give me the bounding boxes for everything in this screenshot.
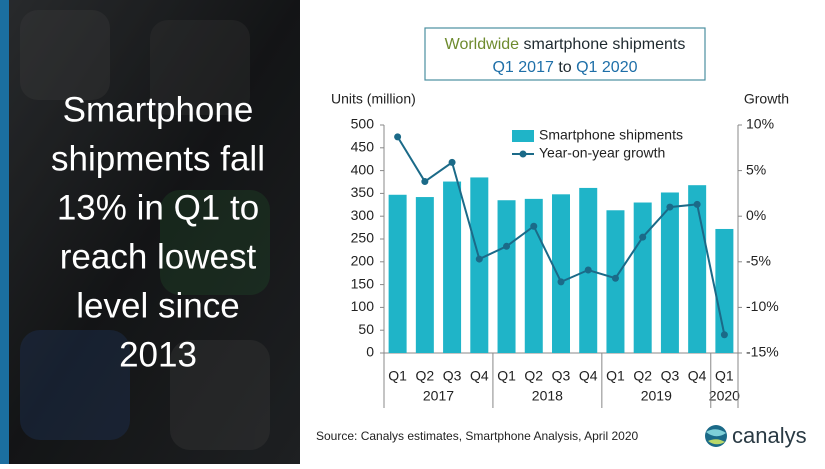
year-label: 2017	[423, 388, 454, 404]
growth-point	[720, 331, 728, 339]
headline-line: 2013	[119, 335, 197, 374]
photo-shapes	[20, 10, 270, 450]
bar	[688, 185, 707, 353]
x-tick-label: Q1	[388, 368, 407, 384]
accent-stripe	[0, 0, 9, 464]
growth-point	[448, 158, 456, 166]
chart-title: Q1 2017 to Q1 2020	[492, 59, 637, 76]
headline-line: 13% in Q1 to	[57, 188, 259, 227]
year-label: 2020	[709, 388, 740, 404]
growth-point	[421, 178, 429, 186]
bar	[415, 197, 434, 353]
photo-panel	[0, 0, 300, 464]
y-tick-label: 0	[366, 344, 374, 360]
y2-axis-label: Growth	[744, 91, 789, 107]
title-segment: to	[554, 59, 576, 76]
growth-point	[394, 133, 402, 141]
y-tick-label: 450	[351, 139, 375, 155]
growth-point	[693, 200, 701, 208]
bar	[443, 181, 462, 353]
growth-point	[530, 222, 538, 230]
y-tick-label: 150	[351, 275, 375, 291]
headline-line: reach lowest	[60, 237, 257, 276]
x-tick-label: Q3	[661, 368, 680, 384]
x-tick-label: Q3	[443, 368, 462, 384]
bar	[470, 177, 489, 353]
headline-line: level since	[76, 286, 239, 325]
legend-label: Smartphone shipments	[539, 127, 683, 143]
year-label: 2019	[641, 388, 672, 404]
y2-tick-label: 5%	[746, 161, 766, 177]
growth-point	[475, 255, 483, 263]
y-tick-label: 50	[358, 321, 374, 337]
bar	[388, 194, 407, 353]
logo-mark	[705, 425, 727, 447]
y2-tick-label: -5%	[746, 253, 771, 269]
y-tick-label: 350	[351, 184, 375, 200]
x-tick-label: Q2	[633, 368, 652, 384]
headline-line: Smartphone	[63, 90, 254, 129]
legend-point	[519, 150, 527, 158]
bar	[524, 198, 543, 353]
growth-point	[611, 274, 619, 282]
growth-point	[503, 242, 511, 250]
y2-tick-label: -10%	[746, 298, 779, 314]
y-tick-label: 500	[351, 116, 375, 132]
bar	[633, 202, 652, 353]
y-axis-label: Units (million)	[331, 91, 416, 107]
x-tick-label: Q4	[579, 368, 598, 384]
bar	[497, 200, 516, 353]
title-segment: Q1 2017	[492, 59, 553, 76]
x-tick-label: Q4	[688, 368, 707, 384]
y2-tick-label: 10%	[746, 116, 774, 132]
y-tick-label: 200	[351, 253, 375, 269]
y-tick-label: 100	[351, 298, 375, 314]
y-tick-label: 300	[351, 207, 375, 223]
y-tick-label: 400	[351, 161, 375, 177]
x-tick-label: Q1	[606, 368, 625, 384]
growth-point	[666, 203, 674, 211]
x-tick-label: Q1	[497, 368, 516, 384]
growth-point	[557, 278, 565, 286]
chart-title: Worldwide smartphone shipments	[445, 36, 686, 53]
logo-text: canalys	[732, 423, 807, 448]
y-tick-label: 250	[351, 230, 375, 246]
x-tick-label: Q4	[470, 368, 489, 384]
x-tick-label: Q2	[416, 368, 435, 384]
x-tick-label: Q1	[715, 368, 734, 384]
bar	[715, 228, 734, 353]
title-segment: Worldwide	[445, 36, 520, 53]
title-segment: smartphone shipments	[519, 36, 685, 53]
growth-point	[584, 266, 592, 274]
legend-swatch	[512, 130, 534, 142]
y2-tick-label: -15%	[746, 344, 779, 360]
x-tick-label: Q2	[524, 368, 543, 384]
title-box	[424, 27, 706, 81]
title-segment: Q1 2020	[576, 59, 637, 76]
growth-point	[639, 233, 647, 241]
photo-shade	[0, 0, 300, 464]
x-tick-label: Q3	[552, 368, 571, 384]
headline-line: shipments fall	[51, 139, 265, 178]
source-note: Source: Canalys estimates, Smartphone An…	[316, 429, 638, 443]
year-label: 2018	[532, 388, 563, 404]
legend-label: Year-on-year growth	[539, 145, 665, 161]
bar	[552, 194, 570, 353]
y2-tick-label: 0%	[746, 207, 766, 223]
bar	[660, 192, 679, 353]
